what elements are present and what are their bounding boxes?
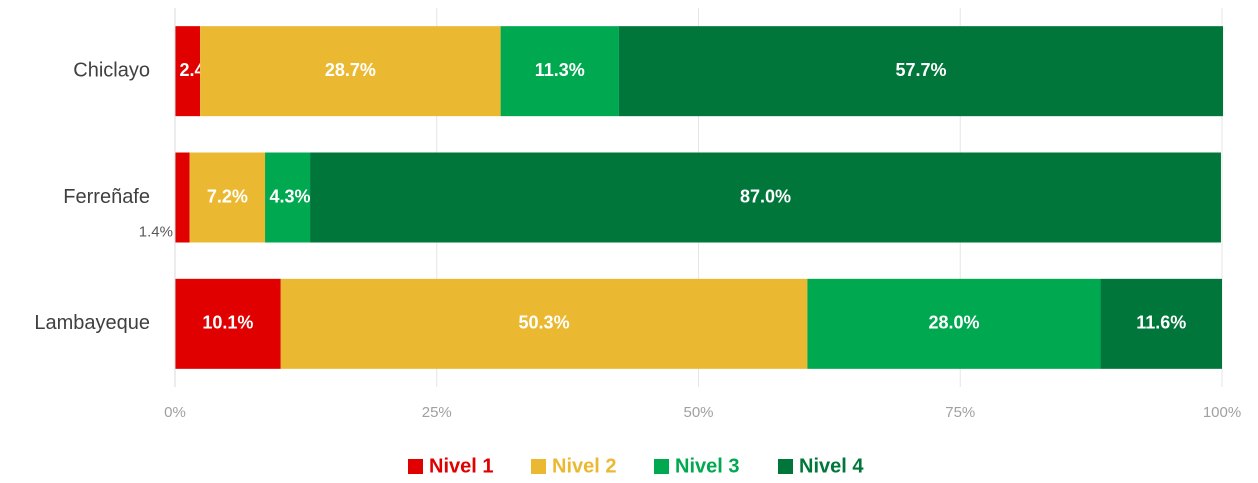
legend-label: Nivel 3: [675, 455, 739, 477]
bar-segment: [175, 26, 201, 117]
value-label: 28.0%: [928, 313, 979, 333]
x-tick-label: 100%: [1203, 404, 1241, 421]
x-tick-label: 0%: [164, 404, 186, 421]
value-label: 87.0%: [740, 186, 791, 206]
x-tick-label: 50%: [683, 404, 713, 421]
bar-segment: [618, 26, 1224, 117]
x-tick-label: 75%: [945, 404, 975, 421]
x-tick-label: 25%: [422, 404, 452, 421]
legend-swatch: [531, 459, 546, 474]
bar-segment: [175, 152, 190, 243]
value-label: 50.3%: [519, 313, 570, 333]
bar-segment: [500, 26, 619, 117]
legend-swatch: [778, 459, 793, 474]
bar-segment: [175, 278, 281, 369]
value-label: 28.7%: [325, 60, 376, 80]
bar-segment: [310, 152, 1221, 243]
legend-swatch: [408, 459, 423, 474]
bar-segment: [807, 278, 1101, 369]
bar-segment: [200, 26, 501, 117]
legend-label: Nivel 2: [552, 455, 616, 477]
category-label: Ferreñafe: [63, 186, 150, 208]
value-label: 57.7%: [895, 60, 946, 80]
value-label: 10.1%: [202, 313, 253, 333]
legend-label: Nivel 1: [429, 455, 493, 477]
category-label: Chiclayo: [73, 59, 150, 81]
value-label: 11.3%: [535, 60, 585, 80]
value-label: 1.4%: [139, 223, 173, 240]
value-label: 7.2%: [207, 186, 248, 206]
bar-segment: [280, 278, 808, 369]
legend-label: Nivel 4: [799, 455, 864, 477]
value-label: 4.3%: [270, 186, 311, 206]
category-label: Lambayeque: [34, 312, 150, 334]
bar-segment: [1100, 278, 1222, 369]
bar-segment: [265, 152, 311, 243]
value-label: 11.6%: [1136, 313, 1186, 333]
bar-segment: [189, 152, 266, 243]
legend-swatch: [654, 459, 669, 474]
